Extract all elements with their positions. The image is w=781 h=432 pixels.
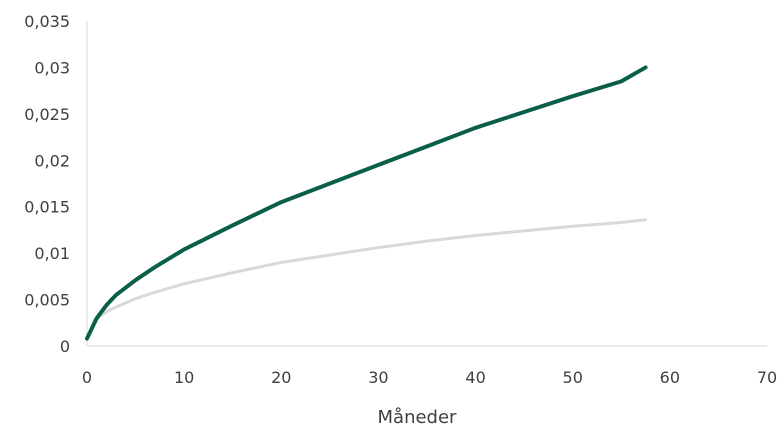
- x-tick-label: 50: [563, 368, 583, 387]
- x-tick-label: 70: [757, 368, 777, 387]
- x-tick-label: 0: [82, 368, 92, 387]
- y-tick-label: 0,005: [24, 291, 70, 310]
- x-axis-title: Måneder: [378, 407, 458, 428]
- series-line-2: [85, 218, 648, 341]
- series-layer: [85, 65, 648, 341]
- y-tick-label: 0,035: [24, 12, 70, 31]
- y-tick-label: 0,02: [34, 151, 70, 170]
- y-tick-label: 0,015: [24, 198, 70, 217]
- x-tick-label: 40: [465, 368, 485, 387]
- y-tick-label: 0,025: [24, 105, 70, 124]
- series-line-1: [85, 65, 648, 341]
- y-tick-label: 0,03: [34, 58, 70, 77]
- x-tick-label: 10: [174, 368, 194, 387]
- x-tick-label: 30: [368, 368, 388, 387]
- y-tick-label: 0,01: [34, 244, 70, 263]
- x-tick-label: 60: [660, 368, 680, 387]
- x-tick-labels: 0 10 20 30 40 50 60 70: [82, 368, 777, 387]
- x-tick-label: 20: [271, 368, 291, 387]
- y-tick-labels: 0 0,005 0,01 0,015 0,02 0,025 0,03 0,035: [24, 12, 70, 356]
- y-tick-label: 0: [60, 337, 70, 356]
